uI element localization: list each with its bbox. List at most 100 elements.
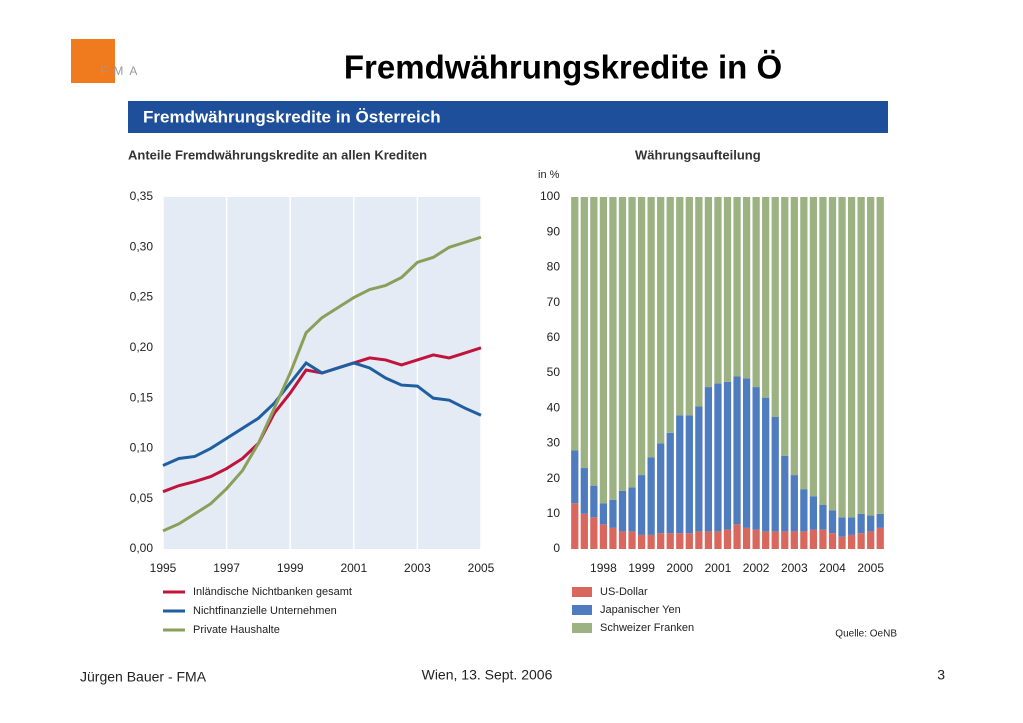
bar-segment: [762, 531, 770, 549]
bar-segment: [800, 531, 808, 549]
bar-segment: [742, 527, 751, 549]
bar-segment: [762, 397, 770, 532]
bar-segment: [771, 531, 779, 549]
bar-segment: [609, 499, 617, 528]
bar-segment: [609, 527, 617, 549]
bar-segment: [628, 531, 636, 549]
bar-segment: [876, 513, 884, 528]
bar-segment: [828, 197, 837, 511]
bar-segment: [666, 197, 674, 433]
y-tick-label: 0,20: [130, 340, 154, 354]
bar-segment: [647, 534, 655, 549]
legend-label: Schweizer Franken: [600, 622, 694, 634]
bar-segment: [685, 533, 693, 549]
x-tick-label: 1999: [628, 561, 655, 575]
bar-segment: [800, 489, 808, 532]
bar-segment: [666, 432, 674, 534]
bar-segment: [647, 197, 655, 458]
bar-segment: [771, 197, 779, 417]
y-tick-label: 0,25: [130, 290, 154, 304]
bar-segment: [723, 197, 732, 382]
y-tick-label: 60: [547, 330, 561, 344]
logo-text: FMA: [100, 64, 143, 78]
bar-segment: [590, 197, 598, 486]
y-tick-label: 80: [547, 260, 561, 274]
bar-segment: [809, 496, 818, 530]
y-tick-label: 0,10: [130, 441, 154, 455]
y-tick-label: 90: [547, 224, 561, 238]
x-tick-label: 2002: [743, 561, 770, 575]
bar-segment: [657, 197, 665, 444]
bar-segment: [628, 487, 636, 532]
bar-segment: [790, 197, 798, 476]
bar-segment: [733, 524, 741, 549]
bar-segment: [618, 531, 627, 549]
bar-segment: [580, 468, 588, 514]
bar-segment: [704, 531, 713, 549]
bar-segment: [867, 197, 875, 516]
bar-segment: [857, 197, 865, 514]
chart-title: Währungsaufteilung: [635, 147, 761, 162]
legend-swatch: [572, 623, 592, 633]
bar-segment: [733, 376, 741, 525]
bar-segment: [628, 197, 636, 488]
footer-center: Wien, 13. Sept. 2006: [422, 667, 553, 683]
bar-segment: [704, 197, 713, 388]
y-tick-label: 0,00: [130, 541, 154, 555]
bar-segment: [876, 527, 884, 549]
banner-text: Fremdwährungskredite in Österreich: [143, 107, 441, 126]
bar-segment: [819, 197, 827, 505]
legend-label: Private Haushalte: [193, 624, 280, 636]
bar-segment: [819, 505, 827, 530]
y-tick-label: 0: [553, 541, 560, 555]
y-tick-label: 0,15: [130, 390, 154, 404]
bar-segment: [752, 529, 760, 549]
page-number: 3: [937, 667, 945, 683]
bar-segment: [599, 197, 608, 504]
bar-segment: [714, 531, 722, 549]
source: Quelle: OeNB: [835, 629, 897, 640]
x-tick-label: 2001: [705, 561, 732, 575]
bar-segment: [599, 524, 608, 549]
bar-segment: [838, 197, 846, 518]
bar-segment: [800, 197, 808, 490]
bar-segment: [571, 503, 579, 549]
bar-segment: [781, 197, 789, 456]
legend-swatch: [572, 587, 592, 597]
bar-segment: [752, 197, 760, 388]
y-tick-label: 70: [547, 295, 561, 309]
bar-segment: [685, 415, 693, 534]
bar-segment: [609, 197, 617, 500]
bar-segment: [676, 197, 684, 416]
footer-left: Jürgen Bauer - FMA: [80, 669, 207, 685]
logo-square: [71, 39, 115, 83]
bar-segment: [742, 197, 751, 379]
bar-segment: [762, 197, 770, 398]
bar-segment: [714, 197, 722, 384]
bar-segment: [618, 197, 627, 491]
legend-label: Inländische Nichtbanken gesamt: [193, 586, 352, 598]
x-tick-label: 2003: [404, 561, 431, 575]
bar-segment: [781, 531, 789, 549]
chart-title: Anteile Fremdwährungskredite an allen Kr…: [128, 147, 427, 162]
bar-segment: [742, 378, 751, 528]
bar-segment: [828, 533, 837, 549]
bar-segment: [637, 475, 646, 535]
y-tick-label: 30: [547, 436, 561, 450]
bar-segment: [847, 534, 856, 549]
x-tick-label: 2001: [340, 561, 367, 575]
banner: [128, 101, 888, 133]
bar-segment: [714, 383, 722, 532]
legend-swatch: [572, 605, 592, 615]
bar-segment: [704, 387, 713, 532]
bar-segment: [771, 417, 779, 532]
bar-segment: [666, 533, 674, 549]
bar-segment: [809, 197, 818, 497]
bar-segment: [676, 533, 684, 549]
bar-segment: [695, 406, 703, 532]
legend-label: Nichtfinanzielle Unternehmen: [193, 605, 337, 617]
line-series: [162, 360, 482, 467]
bar-segment: [723, 529, 732, 549]
bar-segment: [867, 531, 875, 549]
